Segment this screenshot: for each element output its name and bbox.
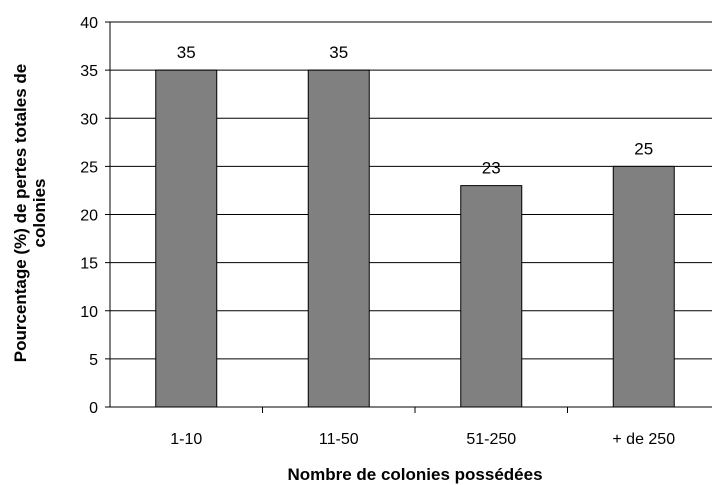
bar-4 bbox=[612, 165, 675, 408]
bar-1 bbox=[155, 69, 218, 408]
y-tick-label-35: 35 bbox=[80, 63, 98, 80]
bars bbox=[155, 69, 675, 408]
y-tick-label-30: 30 bbox=[80, 111, 98, 128]
y-tick-label-15: 15 bbox=[80, 256, 98, 273]
x-tick-label-1: 1-10 bbox=[170, 431, 202, 448]
x-axis-title: Nombre de colonies possédées bbox=[287, 465, 542, 484]
y-tick-label-10: 10 bbox=[80, 304, 98, 321]
y-tick-label-0: 0 bbox=[89, 400, 98, 417]
bar-3 bbox=[460, 185, 523, 408]
labels: 0 5 10 15 20 25 30 35 40 35 1-10 35 11-50 23 51-250 25 +… bbox=[80, 15, 675, 448]
y-tick-label-40: 40 bbox=[80, 15, 98, 32]
data-label-4: 25 bbox=[634, 139, 653, 158]
y-tick-label-20: 20 bbox=[80, 208, 98, 225]
x-tick-label-3: 51-250 bbox=[466, 431, 516, 448]
data-label-2: 35 bbox=[329, 43, 348, 62]
bar-2 bbox=[307, 69, 370, 408]
y-axis-title-line-1: Pourcentage (%) de pertes totales de bbox=[11, 64, 30, 363]
y-axis-title-line-2: colonies bbox=[30, 179, 49, 248]
data-label-3: 23 bbox=[482, 159, 501, 178]
x-tick-label-4: + de 250 bbox=[612, 431, 675, 448]
y-tick-label-5: 5 bbox=[89, 352, 98, 369]
y-tick-label-25: 25 bbox=[80, 159, 98, 176]
axes bbox=[105, 21, 712, 413]
data-label-1: 35 bbox=[177, 43, 196, 62]
x-tick-label-2: 11-50 bbox=[319, 431, 359, 448]
